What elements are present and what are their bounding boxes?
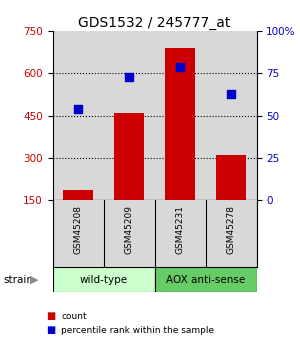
Text: GSM45208: GSM45208	[74, 206, 82, 255]
Title: GDS1532 / 245777_at: GDS1532 / 245777_at	[78, 16, 231, 30]
Text: GSM45209: GSM45209	[124, 206, 134, 255]
Bar	[52, 267, 154, 292]
Point	[229, 91, 233, 96]
Text: ■: ■	[46, 325, 56, 335]
Text: AOX anti-sense: AOX anti-sense	[166, 275, 245, 285]
Text: GSM45231: GSM45231	[176, 206, 184, 255]
Text: count: count	[61, 312, 87, 321]
Text: ■: ■	[46, 311, 56, 321]
Text: wild-type: wild-type	[80, 275, 128, 285]
Bar	[154, 267, 256, 292]
Bar	[165, 48, 195, 200]
Bar	[114, 113, 144, 200]
Point	[127, 74, 131, 79]
Text: ▶: ▶	[30, 275, 38, 285]
Text: GSM45278: GSM45278	[226, 206, 236, 255]
Point	[76, 106, 80, 111]
Point	[178, 64, 182, 69]
Bar	[63, 190, 93, 200]
Text: percentile rank within the sample: percentile rank within the sample	[61, 326, 214, 335]
Text: strain: strain	[3, 275, 33, 285]
Bar	[216, 155, 246, 200]
